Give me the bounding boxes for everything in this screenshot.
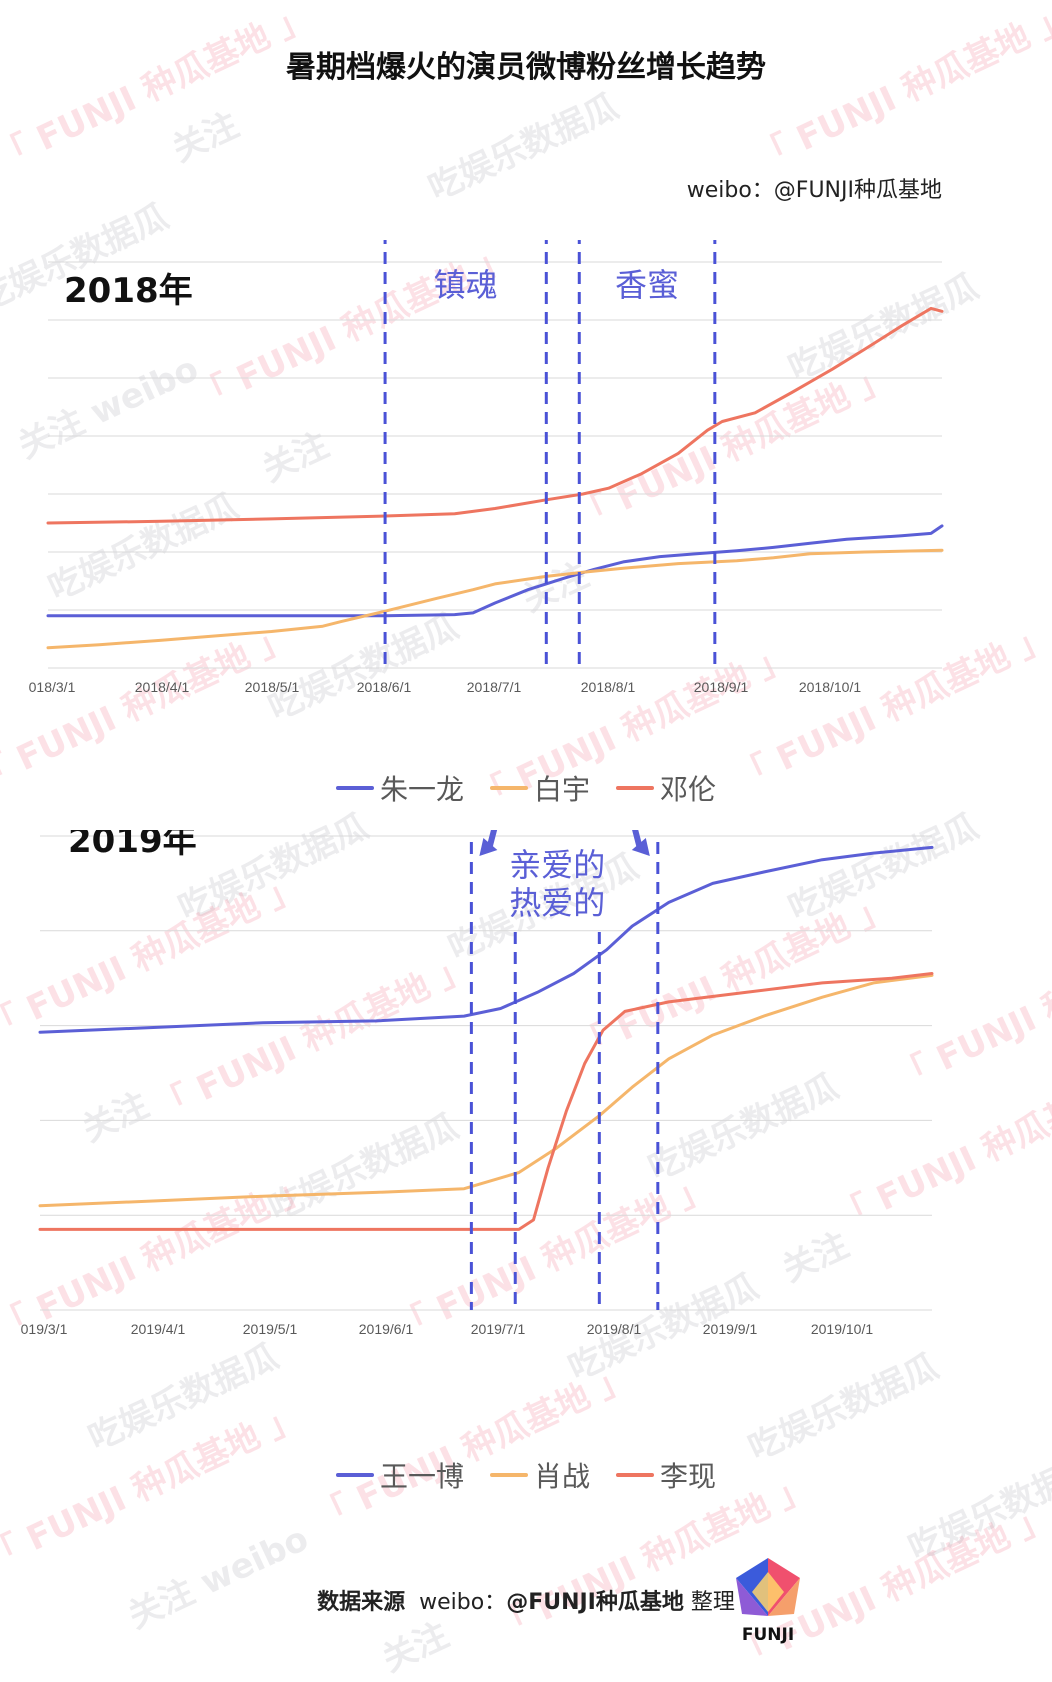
chart-2018: 018/3/1 2018/4/1 2018/5/1 2018/6/1 2018/7/1 2… (29, 240, 944, 695)
legend-item: 肖战 (489, 1455, 590, 1495)
footer-middle: weibo： (419, 1590, 507, 1615)
x-tick-label: 2019/9/1 (703, 1321, 758, 1337)
legend-swatch (616, 786, 654, 790)
watermark-text: 关注 (376, 1615, 455, 1681)
series-line (46, 524, 944, 618)
legend-2018: 朱一龙 白宇 邓伦 (0, 768, 1052, 808)
series-line (46, 306, 944, 525)
watermark-text: 「 FUNJI 种瓜基地 」 (0, 0, 318, 179)
watermark-text: 「 FUNJI 种瓜基地 」 (749, 0, 1052, 179)
logo-shape-center (752, 1572, 784, 1612)
watermark-text: 吃娱乐数据瓜 (422, 86, 625, 209)
legend-item: 王一博 (335, 1455, 464, 1495)
x-tick-label: 2018/7/1 (467, 679, 522, 695)
series-line (46, 548, 944, 650)
legend-label: 肖战 (533, 1460, 590, 1493)
x-tick-label: 2019/7/1 (471, 1321, 526, 1337)
annotation-label: 香蜜 (615, 266, 679, 304)
footer-handle: @FUNJI种瓜基地 (506, 1590, 684, 1615)
watermark-text: 关注 weibo (122, 1518, 315, 1637)
logo-shape-lower-right (768, 1578, 800, 1616)
x-tick-label: 019/3/1 (21, 1321, 68, 1337)
legend-swatch (616, 1473, 654, 1477)
x-tick-label: 2018/8/1 (581, 679, 636, 695)
legend-swatch (489, 1473, 528, 1477)
series-line (38, 972, 934, 1231)
x-tick-label: 2019/4/1 (131, 1321, 186, 1337)
x-tick-label: 2018/4/1 (135, 679, 190, 695)
funji-logo: FUNJI (736, 1558, 800, 1645)
x-tick-label: 018/3/1 (29, 679, 76, 695)
arrow-right-icon (632, 830, 643, 849)
logo-shape-lower-left (736, 1578, 768, 1616)
arrowhead-right-icon (631, 838, 650, 856)
year-label: 2018年 (64, 271, 193, 311)
page-title: 暑期档爆火的演员微博粉丝增长趋势 (286, 50, 766, 85)
arrow-left-icon (486, 830, 498, 849)
watermark-text: 关注 (166, 105, 245, 171)
chart-2019: 019/3/1 2019/4/1 2019/5/1 2019/6/1 2019/7/1 2… (21, 830, 934, 1337)
x-tick-label: 2018/10/1 (799, 679, 861, 695)
footer-prefix: 数据来源 (317, 1590, 406, 1615)
legend-item: 邓伦 (616, 768, 716, 808)
footer-suffix: 整理 (690, 1590, 735, 1615)
x-tick-label: 2019/8/1 (587, 1321, 642, 1337)
legend-label: 王一博 (379, 1460, 464, 1493)
legend-item: 白宇 (489, 768, 590, 808)
legend-item: 李现 (616, 1455, 716, 1495)
annotation-label: 热爱的 (509, 884, 605, 922)
annotation-label: 镇魂 (434, 266, 498, 304)
legend-label: 李现 (660, 1460, 717, 1493)
legend-swatch (489, 786, 528, 790)
logo-text: FUNJI (742, 1625, 794, 1645)
legend-swatch (335, 786, 374, 790)
x-tick-label: 2018/6/1 (357, 679, 412, 695)
legend-label: 白宇 (533, 773, 590, 806)
x-tick-label: 2018/5/1 (245, 679, 300, 695)
x-tick-label: 2019/6/1 (359, 1321, 414, 1337)
arrowhead-left-icon (479, 838, 498, 856)
legend-label: 邓伦 (660, 773, 717, 806)
series-line (38, 973, 934, 1208)
x-tick-label: 2019/5/1 (243, 1321, 298, 1337)
x-tick-label: 2019/10/1 (811, 1321, 873, 1337)
legend-2019: 王一博 肖战 李现 (0, 1455, 1052, 1495)
legend-swatch (335, 1473, 374, 1477)
footer-source: 数据来源 weibo：@FUNJI种瓜基地 整理 (0, 1584, 1052, 1616)
legend-item: 朱一龙 (335, 768, 464, 808)
x-tick-label: 2018/9/1 (694, 679, 749, 695)
annotation-label: 亲爱的 (509, 846, 605, 884)
credit-handle: weibo：@FUNJI种瓜基地 (686, 178, 942, 203)
year-label: 2019年 (68, 830, 197, 861)
series-line (38, 845, 934, 1034)
legend-label: 朱一龙 (379, 773, 464, 806)
